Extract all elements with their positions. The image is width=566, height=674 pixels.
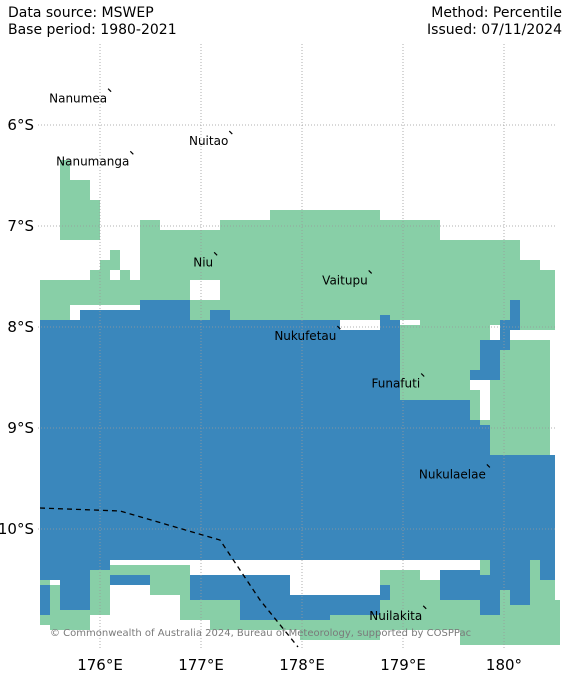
island-label: Nukulaelae bbox=[419, 467, 486, 481]
island-marker bbox=[107, 88, 112, 93]
longitude-tick-label: 179°E bbox=[380, 656, 426, 674]
latitude-tick-label: 7°S bbox=[7, 217, 34, 235]
dark-percentile-cell bbox=[510, 300, 520, 330]
dark-percentile-cell bbox=[530, 455, 555, 495]
dark-percentile-cell bbox=[140, 300, 190, 320]
light-percentile-cell bbox=[60, 200, 100, 240]
island-label: Nuilakita bbox=[369, 609, 422, 623]
longitude-tick-label: 176°E bbox=[77, 656, 123, 674]
latitude-tick-label: 6°S bbox=[7, 116, 34, 134]
copyright-notice: © Commonwealth of Australia 2024, Bureau… bbox=[50, 628, 471, 639]
dark-percentile-cell bbox=[60, 580, 90, 610]
light-percentile-cell bbox=[460, 600, 560, 645]
dark-percentile-cell bbox=[380, 585, 390, 600]
dark-percentile-cell bbox=[460, 400, 470, 430]
island-label: Nanumea bbox=[49, 92, 107, 106]
latitude-tick-label: 9°S bbox=[7, 419, 34, 437]
dark-percentile-cell bbox=[300, 340, 340, 370]
light-percentile-cell bbox=[140, 220, 160, 250]
island-label: Funafuti bbox=[372, 377, 421, 391]
island-label: Nanumanga bbox=[56, 154, 129, 168]
island-marker bbox=[336, 325, 341, 330]
light-percentile-cell bbox=[420, 220, 440, 260]
dark-percentile-cell bbox=[40, 490, 555, 560]
light-percentile-cell bbox=[40, 300, 60, 320]
dark-percentile-cell bbox=[490, 350, 500, 370]
light-percentile-cell bbox=[220, 240, 420, 320]
dark-percentile-cell bbox=[380, 315, 390, 335]
dark-percentile-cell bbox=[80, 310, 140, 320]
longitude-tick-label: 178°E bbox=[279, 656, 325, 674]
dark-percentile-cell bbox=[220, 320, 340, 340]
dark-percentile-cell bbox=[330, 595, 380, 615]
dark-percentile-cell bbox=[500, 560, 530, 590]
dark-percentile-cell bbox=[40, 320, 220, 330]
island-marker bbox=[422, 605, 427, 610]
light-percentile-cell bbox=[540, 270, 555, 300]
dark-percentile-cell bbox=[480, 575, 500, 615]
light-percentile-cell bbox=[50, 615, 90, 630]
island-marker bbox=[420, 373, 425, 377]
island-marker bbox=[228, 130, 233, 135]
light-percentile-cell bbox=[70, 280, 100, 300]
island-marker bbox=[486, 463, 491, 468]
dark-percentile-cell bbox=[470, 460, 480, 480]
island-marker bbox=[368, 270, 373, 274]
island-markers bbox=[107, 88, 491, 610]
latitude-tick-label: 10°S bbox=[0, 520, 34, 538]
light-percentile-cell bbox=[60, 160, 70, 210]
dark-percentile-cell bbox=[470, 425, 490, 465]
latitude-tick-label: 8°S bbox=[7, 318, 34, 336]
island-label: Niu bbox=[193, 255, 213, 269]
graticule bbox=[38, 44, 556, 650]
dark-percentile-cell bbox=[440, 570, 480, 600]
dark-percentile-cell bbox=[470, 370, 500, 380]
dark-percentile-cell bbox=[490, 560, 500, 580]
dark-percentile-cell bbox=[90, 560, 110, 570]
dark-percentile-cell bbox=[370, 400, 470, 430]
dark-percentile-cell bbox=[210, 310, 230, 330]
percentile-grid bbox=[40, 160, 560, 645]
issued-date-text: Issued: 07/11/2024 bbox=[427, 22, 562, 38]
dark-percentile-cell bbox=[40, 560, 90, 580]
dark-percentile-cell bbox=[110, 575, 150, 585]
dark-percentile-cell bbox=[390, 320, 400, 400]
header-right: Method: Percentile Issued: 07/11/2024 bbox=[427, 5, 562, 39]
longitude-tick-label: 180° bbox=[486, 656, 522, 674]
method-text: Method: Percentile bbox=[431, 5, 562, 21]
axis-tick-labels: 176°E 177°E 178°E 179°E 180° 6°S 7°S 8°S 9°S 10°S bbox=[0, 116, 522, 674]
dark-percentile-cell bbox=[540, 550, 555, 580]
island-labels: Nanumea Nuitao Nanumanga Niu Vaitupu Nukufeta… bbox=[49, 92, 486, 623]
dark-percentile-cell bbox=[510, 590, 530, 605]
light-percentile-cell bbox=[200, 255, 220, 280]
dark-percentile-cell bbox=[500, 320, 510, 350]
light-percentile-cell bbox=[60, 305, 70, 330]
island-label: Nuitao bbox=[189, 134, 228, 148]
base-period-text: Base period: 1980-2021 bbox=[8, 22, 177, 38]
island-label: Nukufetau bbox=[274, 329, 336, 343]
dark-percentile-cell bbox=[40, 460, 490, 490]
light-percentile-cell bbox=[520, 260, 540, 300]
eez-boundary-line bbox=[39, 507, 299, 648]
dark-percentile-cell bbox=[480, 455, 530, 475]
light-percentile-cell bbox=[520, 300, 555, 330]
island-marker bbox=[213, 251, 218, 256]
light-percentile-cell bbox=[140, 245, 200, 280]
light-percentile-cell bbox=[110, 250, 120, 270]
island-label: Vaitupu bbox=[322, 273, 368, 287]
header-left: Data source: MSWEP Base period: 1980-202… bbox=[8, 5, 177, 39]
dark-percentile-cell bbox=[40, 585, 50, 615]
data-source-text: Data source: MSWEP bbox=[8, 5, 154, 21]
longitude-tick-label: 177°E bbox=[178, 656, 224, 674]
island-marker bbox=[129, 150, 134, 155]
